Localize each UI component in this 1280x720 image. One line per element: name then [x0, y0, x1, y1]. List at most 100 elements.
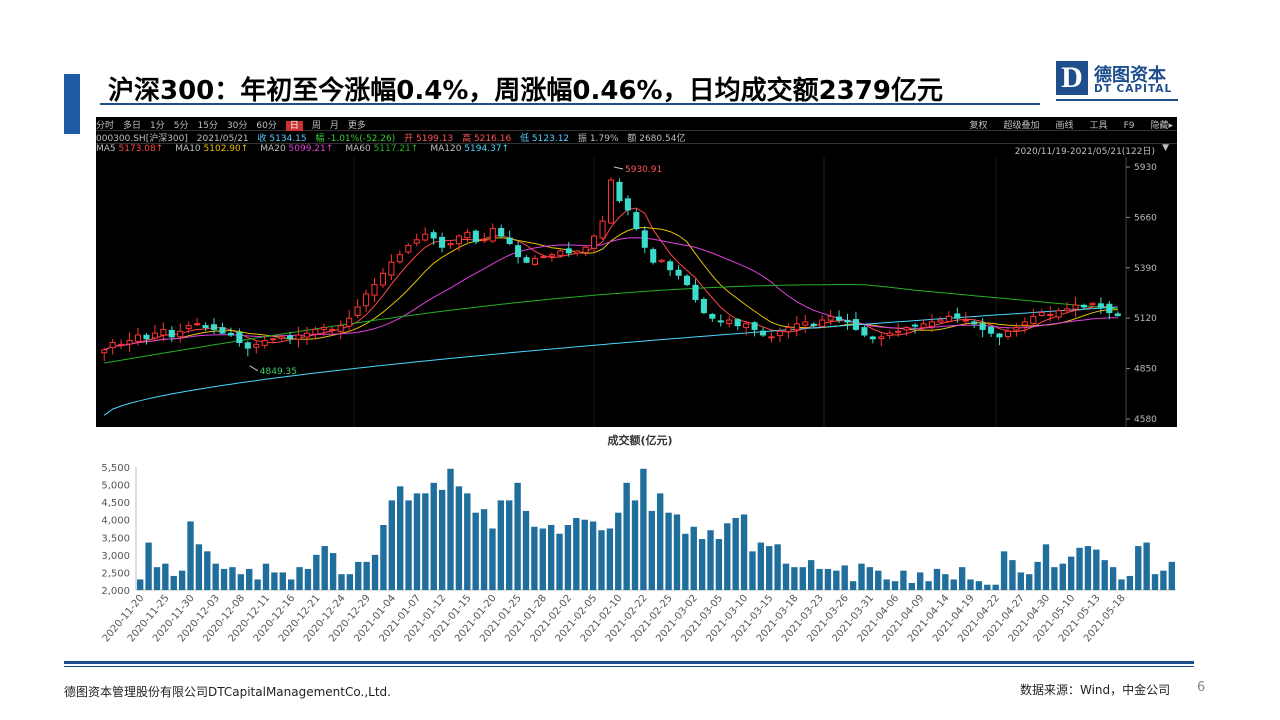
chevron-down-icon[interactable]: ▼ — [1162, 143, 1169, 153]
volume-bar — [615, 512, 622, 590]
candle — [388, 254, 395, 280]
volume-bar — [917, 572, 924, 590]
candle — [405, 242, 412, 254]
tool-button-5[interactable]: 隐藏▸ — [1150, 121, 1173, 131]
volume-bar — [1093, 549, 1100, 590]
ma-line-0 — [104, 207, 1118, 351]
candle-body — [945, 315, 952, 322]
candle-body — [278, 336, 285, 339]
volume-bar — [296, 567, 303, 590]
candle-body — [134, 334, 142, 342]
volume-bar — [1168, 561, 1175, 590]
candle — [134, 327, 142, 346]
tool-button-1[interactable]: 超级叠加 — [1003, 121, 1040, 131]
candle — [759, 327, 767, 337]
volume-bar — [338, 574, 345, 590]
period-tab-9[interactable]: 月 — [329, 121, 339, 131]
candle — [439, 232, 446, 253]
volume-bar — [388, 500, 395, 590]
ma-line-2 — [104, 237, 1118, 351]
period-tab-8[interactable]: 周 — [311, 121, 321, 131]
ma-label-0: MA5 5173.08↑ — [96, 144, 164, 154]
candle — [523, 255, 530, 264]
candle — [1114, 311, 1121, 317]
tool-button-0[interactable]: 复权 — [969, 121, 988, 131]
period-tab-4[interactable]: 15分 — [197, 121, 218, 131]
candle-body — [768, 336, 775, 339]
volume-bar — [1151, 574, 1159, 590]
candle-body — [633, 212, 640, 230]
candle-body — [937, 319, 944, 323]
candle-body — [591, 235, 598, 249]
candle-body — [371, 284, 378, 296]
period-tab-5[interactable]: 30分 — [226, 121, 248, 131]
footer-company: 德图资本管理股份有限公司DTCapitalManagementCo.,Ltd. — [64, 685, 391, 699]
high-marker-line — [613, 166, 624, 170]
period-tab-2[interactable]: 1分 — [150, 121, 165, 131]
volume-bar — [363, 561, 370, 590]
volume-bar — [321, 546, 328, 590]
candle — [945, 311, 952, 323]
period-toolbar: 分时 多日 1分 5分 15分 30分 60分日周月更多 — [96, 118, 375, 131]
tool-button-4[interactable]: F9 — [1123, 121, 1135, 131]
volume-bar — [304, 568, 312, 590]
candle-body — [1114, 313, 1121, 317]
volume-bar — [724, 523, 731, 590]
period-tab-10[interactable]: 更多 — [347, 121, 366, 131]
candle-body — [582, 246, 589, 254]
candle-body — [523, 257, 530, 263]
candle — [565, 241, 572, 257]
ma-value-2: 5099.21↑ — [288, 144, 334, 154]
volume-bar — [405, 500, 412, 590]
volume-bar — [1051, 567, 1058, 590]
volume-bar — [178, 570, 186, 590]
volume-bar — [539, 528, 546, 590]
candle-body — [912, 324, 919, 327]
candle — [253, 340, 260, 354]
volume-bar — [799, 567, 806, 590]
candle-body — [396, 254, 403, 263]
candle — [1038, 308, 1045, 317]
quote-code: 000300.SH[沪深300] — [96, 134, 188, 144]
candle-body — [1097, 303, 1104, 308]
candle — [557, 249, 564, 259]
candle — [287, 331, 294, 344]
period-tab-3[interactable]: 5分 — [173, 121, 189, 131]
volume-bar — [497, 500, 505, 590]
candle — [202, 322, 209, 331]
candle-body — [692, 284, 699, 301]
candle — [920, 319, 927, 331]
low-marker-line — [249, 365, 259, 372]
candle-body — [346, 317, 353, 327]
candle — [599, 215, 606, 241]
candle — [700, 297, 707, 315]
volume-bar — [455, 486, 463, 590]
volume-bar — [1143, 542, 1150, 590]
volume-bar — [757, 542, 765, 590]
candle-body — [506, 237, 513, 245]
ma-value-1: 5102.90↑ — [203, 144, 249, 154]
period-tab-7[interactable]: 日 — [285, 121, 303, 131]
volume-bar — [866, 567, 874, 590]
candle-body — [785, 327, 792, 333]
period-tab-0[interactable]: 分时 — [96, 121, 115, 131]
period-tab-6[interactable]: 60分 — [256, 121, 277, 131]
volume-bar — [170, 575, 177, 590]
candle-body — [489, 228, 496, 242]
volume-bar — [162, 563, 169, 590]
volume-bar — [1084, 546, 1092, 590]
candle — [1080, 303, 1088, 310]
date-range-selector[interactable]: 2020/11/19-2021/05/21(122日) — [1014, 147, 1155, 157]
candle-body — [151, 332, 158, 339]
candle — [337, 320, 344, 340]
tool-button-2[interactable]: 画线 — [1055, 121, 1074, 131]
candle-body — [194, 323, 201, 326]
period-tab-1[interactable]: 多日 — [123, 121, 142, 131]
tool-button-3[interactable]: 工具 — [1089, 121, 1108, 131]
candle — [852, 311, 859, 331]
candle-body — [464, 231, 471, 239]
y-tick-label: 4,000 — [101, 516, 130, 527]
candle — [346, 309, 353, 331]
candle-body — [455, 235, 463, 245]
title-accent-bar — [64, 74, 80, 134]
